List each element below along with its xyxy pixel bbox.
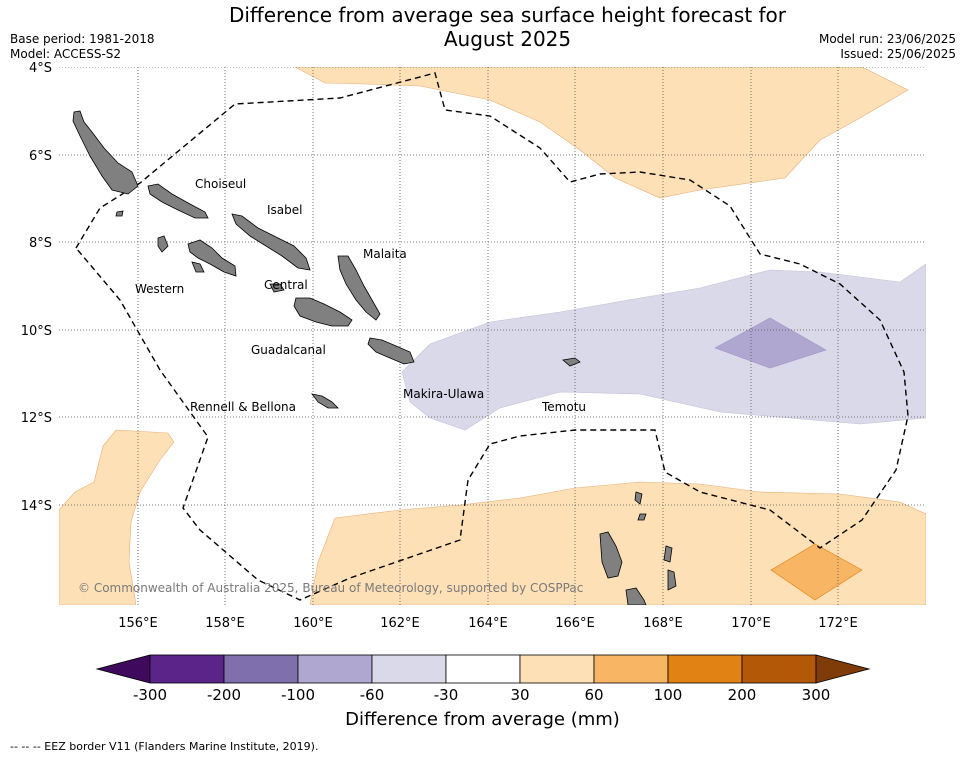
lat-tick-labels: 4°S 6°S 8°S 10°S 12°S 14°S xyxy=(21,61,52,514)
eez-footnote: -- -- -- EEZ border V11 (Flanders Marine… xyxy=(10,740,319,753)
label-makira-ulawa: Makira-Ulawa xyxy=(403,387,484,401)
colorbar-label: Difference from average (mm) xyxy=(345,709,620,730)
island-torres xyxy=(634,491,643,505)
colorbar-bin-3 xyxy=(297,654,373,684)
model-run: Model run: 23/06/2025 xyxy=(818,32,956,46)
colorbar-max-arrow xyxy=(815,654,871,684)
lat-label-10s: 10°S xyxy=(21,324,52,339)
colorbar-bin-4 xyxy=(371,654,447,684)
anomaly-positive-west xyxy=(59,429,175,605)
anomaly-negative-band xyxy=(401,263,926,431)
colorbar: -300 -200 -100 -60 -30 30 60 100 200 300 xyxy=(95,654,871,704)
map-area: © Commonwealth of Australia 2025, Bureau… xyxy=(59,67,926,605)
lat-label-6s: 6°S xyxy=(29,149,52,164)
colorbar-ticks: -300 -200 -100 -60 -30 30 60 100 200 300 xyxy=(133,686,830,704)
base-period: Base period: 1981-2018 xyxy=(10,32,155,46)
label-western: Western xyxy=(135,282,184,296)
land xyxy=(72,110,677,605)
cb-tick-100: 100 xyxy=(654,686,683,704)
colorbar-bin-8 xyxy=(667,654,743,684)
cb-tick-minus-200: -200 xyxy=(207,686,241,704)
label-rennell-bellona: Rennell & Bellona xyxy=(190,400,296,414)
model-name: Model: ACCESS-S2 xyxy=(10,47,122,61)
island-banks xyxy=(637,513,647,521)
island-choiseul xyxy=(147,183,209,219)
island-maewo xyxy=(663,545,673,563)
island-isabel xyxy=(231,213,311,271)
title-line-2: August 2025 xyxy=(443,27,572,51)
island-rendova xyxy=(191,261,205,273)
island-guadalcanal xyxy=(293,297,353,327)
cb-tick-minus-100: -100 xyxy=(281,686,315,704)
lon-label-168e: 168°E xyxy=(643,616,683,631)
lon-label-166e: 166°E xyxy=(555,616,595,631)
lat-label-12s: 12°S xyxy=(21,411,52,426)
colorbar-bin-9 xyxy=(741,654,817,684)
label-guadalcanal: Guadalcanal xyxy=(251,343,326,357)
cb-tick-60: 60 xyxy=(584,686,603,704)
island-nggela xyxy=(269,283,285,293)
label-central: Central xyxy=(264,278,308,292)
eez-border xyxy=(75,72,909,601)
label-isabel: Isabel xyxy=(267,203,302,217)
meta-left: Base period: 1981-2018 Model: ACCESS-S2 xyxy=(10,32,155,62)
cb-tick-minus-300: -300 xyxy=(133,686,167,704)
lat-label-4s: 4°S xyxy=(29,61,52,76)
cb-tick-minus-60: -60 xyxy=(360,686,385,704)
label-malaita: Malaita xyxy=(363,247,407,261)
lat-label-14s: 14°S xyxy=(21,499,52,514)
chart-title: Difference from average sea surface heig… xyxy=(180,3,835,51)
anomaly-positive-north xyxy=(294,67,909,199)
province-labels: Choiseul Isabel Malaita Western Central … xyxy=(135,177,586,414)
lon-label-170e: 170°E xyxy=(731,616,771,631)
issued-date: Issued: 25/06/2025 xyxy=(840,47,956,61)
lon-tick-labels: 156°E 158°E 160°E 162°E 164°E 166°E 168°… xyxy=(118,616,858,631)
colorbar-bin-6 xyxy=(519,654,595,684)
colorbar-bin-1 xyxy=(149,654,225,684)
meta-right: Model run: 23/06/2025 Issued: 25/06/2025 xyxy=(819,32,956,62)
island-makira xyxy=(367,337,415,365)
colorbar-bin-2 xyxy=(223,654,299,684)
colorbar-bin-5 xyxy=(445,654,521,684)
lon-label-158e: 158°E xyxy=(205,616,245,631)
colorbar-bin-7 xyxy=(593,654,669,684)
title-line-1: Difference from average sea surface heig… xyxy=(228,3,787,27)
island-malekula xyxy=(625,587,647,605)
cb-tick-30: 30 xyxy=(510,686,529,704)
cb-tick-300: 300 xyxy=(802,686,831,704)
island-rennell xyxy=(311,393,339,409)
copyright-credit: © Commonwealth of Australia 2025, Bureau… xyxy=(78,581,583,595)
cb-tick-200: 200 xyxy=(728,686,757,704)
island-espiritu-santo xyxy=(599,531,623,579)
island-shortland xyxy=(115,210,124,217)
island-bougainville xyxy=(72,110,139,195)
island-new-georgia xyxy=(187,239,237,277)
lat-label-8s: 8°S xyxy=(29,236,52,251)
lon-label-172e: 172°E xyxy=(818,616,858,631)
lon-label-164e: 164°E xyxy=(468,616,508,631)
cb-tick-minus-30: -30 xyxy=(434,686,459,704)
lon-label-162e: 162°E xyxy=(380,616,420,631)
island-pentecost xyxy=(667,569,677,591)
island-santa-cruz xyxy=(562,357,581,367)
island-vella-lavella xyxy=(157,235,169,253)
lon-label-160e: 160°E xyxy=(293,616,333,631)
lon-label-156e: 156°E xyxy=(118,616,158,631)
label-choiseul: Choiseul xyxy=(195,177,246,191)
island-malaita xyxy=(337,255,381,321)
anomaly-strong-positive xyxy=(770,543,863,601)
colorbar-min-arrow xyxy=(95,654,151,684)
anomaly-negative-core xyxy=(714,317,827,369)
label-temotu: Temotu xyxy=(541,400,586,414)
